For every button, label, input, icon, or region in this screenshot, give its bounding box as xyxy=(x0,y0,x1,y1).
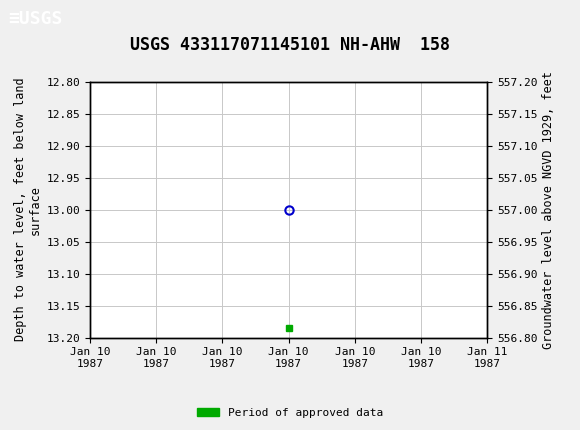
Y-axis label: Groundwater level above NGVD 1929, feet: Groundwater level above NGVD 1929, feet xyxy=(542,71,554,349)
Legend: Period of approved data: Period of approved data xyxy=(193,403,387,422)
Y-axis label: Depth to water level, feet below land
surface: Depth to water level, feet below land su… xyxy=(14,78,42,341)
Text: ≡USGS: ≡USGS xyxy=(9,10,63,28)
Text: USGS 433117071145101 NH-AHW  158: USGS 433117071145101 NH-AHW 158 xyxy=(130,36,450,54)
